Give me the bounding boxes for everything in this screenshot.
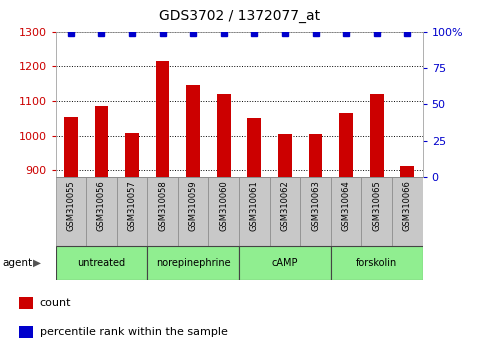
Text: cAMP: cAMP [272, 258, 298, 268]
Bar [147, 246, 239, 280]
Bar [156, 61, 170, 177]
Bar [64, 116, 78, 177]
Text: ▶: ▶ [33, 258, 41, 268]
Text: forskolin: forskolin [356, 258, 398, 268]
Text: GSM310063: GSM310063 [311, 181, 320, 231]
Text: untreated: untreated [77, 258, 126, 268]
Bar [309, 135, 323, 177]
Text: percentile rank within the sample: percentile rank within the sample [40, 327, 227, 337]
Bar [278, 134, 292, 177]
Text: count: count [40, 298, 71, 308]
Bar [125, 133, 139, 177]
Bar [339, 113, 353, 177]
Bar [56, 246, 147, 280]
Bar [331, 177, 361, 246]
Bar [217, 94, 231, 177]
Bar [117, 177, 147, 246]
Text: GSM310059: GSM310059 [189, 181, 198, 231]
Bar [300, 177, 331, 246]
Text: GSM310065: GSM310065 [372, 181, 381, 231]
Text: GSM310060: GSM310060 [219, 181, 228, 231]
Bar [186, 85, 200, 177]
Bar [86, 177, 117, 246]
Bar [239, 246, 331, 280]
Text: GSM310056: GSM310056 [97, 181, 106, 231]
Text: GSM310066: GSM310066 [403, 181, 412, 231]
Bar [392, 177, 423, 246]
Bar [331, 246, 423, 280]
Bar [400, 166, 414, 177]
Text: norepinephrine: norepinephrine [156, 258, 230, 268]
Bar [239, 177, 270, 246]
Bar [247, 118, 261, 177]
Bar [147, 177, 178, 246]
Bar [361, 177, 392, 246]
Bar [19, 326, 33, 338]
Text: GSM310058: GSM310058 [158, 181, 167, 231]
Bar [95, 106, 108, 177]
Text: GSM310061: GSM310061 [250, 181, 259, 231]
Text: agent: agent [2, 258, 32, 268]
Text: GSM310055: GSM310055 [66, 181, 75, 231]
Bar [178, 177, 209, 246]
Text: GDS3702 / 1372077_at: GDS3702 / 1372077_at [158, 9, 320, 23]
Bar [209, 177, 239, 246]
Bar [270, 177, 300, 246]
Bar [19, 297, 33, 309]
Bar [370, 94, 384, 177]
Text: GSM310057: GSM310057 [128, 181, 137, 231]
Bar [56, 177, 86, 246]
Text: GSM310064: GSM310064 [341, 181, 351, 231]
Text: GSM310062: GSM310062 [281, 181, 289, 231]
